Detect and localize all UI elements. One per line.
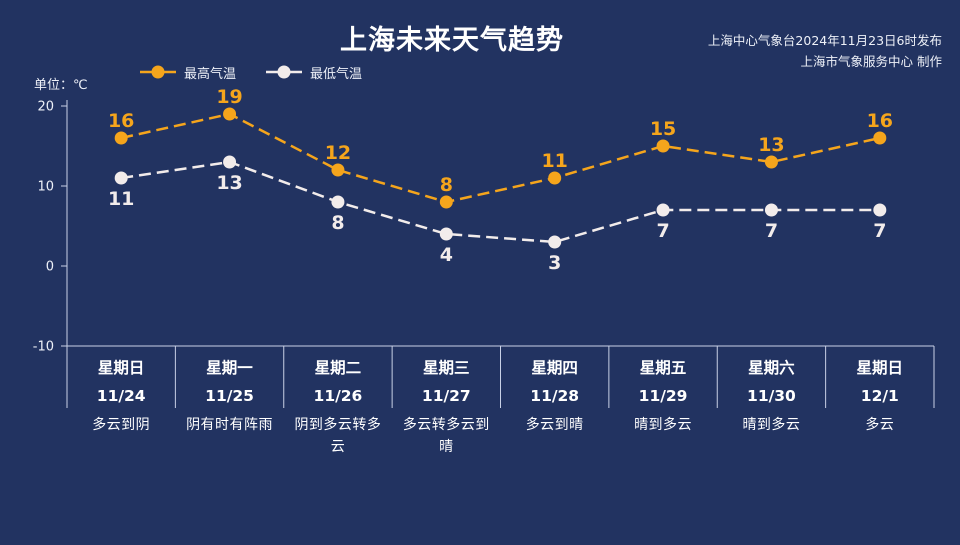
low-temp-label: 8	[331, 212, 344, 234]
date-label: 11/30	[747, 387, 796, 405]
legend-item-low: 最低气温	[266, 62, 362, 82]
date-label: 11/26	[313, 387, 363, 405]
high-temp-point	[764, 155, 778, 169]
low-temp-label: 13	[216, 172, 242, 194]
weather-label: 多云到晴	[525, 417, 584, 433]
high-temp-label: 16	[108, 110, 134, 132]
weather-label: 阴到多云转多云	[294, 417, 382, 455]
legend-item-high: 最高气温	[140, 62, 236, 82]
high-temp-point	[439, 195, 453, 209]
high-temp-label: 13	[758, 134, 784, 156]
high-temp-label: 19	[216, 86, 242, 108]
high-temp-label: 12	[325, 142, 351, 164]
legend-marker-high	[140, 65, 176, 79]
low-temp-point	[331, 195, 345, 209]
legend-marker-low	[266, 65, 303, 79]
weather-label: 多云	[865, 417, 895, 433]
high-temp-point	[548, 171, 562, 185]
page-title: 上海未来天气趋势	[340, 25, 564, 56]
weekday-label: 星期一	[206, 359, 253, 377]
low-temp-point	[439, 227, 453, 241]
unit-label: 单位：℃	[34, 78, 88, 93]
low-temp-label: 7	[765, 220, 778, 242]
weekday-label: 星期六	[748, 359, 795, 377]
low-temp-point	[873, 203, 887, 217]
low-temp-label: 7	[656, 220, 669, 242]
low-temp-point	[764, 203, 778, 217]
weather-label: 多云到阴	[92, 417, 151, 433]
source-info: 上海中心气象台2024年11月23日6时发布 上海市气象服务中心 制作	[642, 30, 942, 72]
low-temp-label: 7	[873, 220, 886, 242]
low-temp-label: 3	[548, 252, 561, 274]
y-tick-label: 0	[46, 260, 54, 275]
date-label: 11/27	[421, 387, 471, 405]
y-tick-label: 10	[37, 180, 54, 195]
low-temp-point	[548, 235, 562, 249]
weekday-label: 星期三	[423, 359, 470, 377]
y-tick-label: 20	[37, 100, 54, 115]
high-temp-point	[223, 107, 237, 121]
high-temp-point	[873, 131, 887, 145]
high-temp-line	[120, 112, 881, 204]
low-temp-point	[656, 203, 670, 217]
low-temp-point	[223, 155, 237, 169]
weekday-label: 星期二	[314, 359, 362, 377]
legend-label-high: 最高气温	[184, 66, 237, 82]
high-temp-label: 16	[867, 110, 893, 132]
low-temp-label: 11	[108, 188, 134, 210]
date-label: 11/25	[205, 387, 254, 405]
date-label: 11/29	[638, 387, 688, 405]
legend-label-low: 最低气温	[310, 66, 363, 82]
weekday-label: 星期五	[639, 359, 687, 377]
high-temp-label: 8	[440, 174, 453, 196]
low-temp-point	[114, 171, 128, 185]
date-label: 11/24	[96, 387, 146, 405]
weekday-label: 星期日	[97, 359, 145, 377]
high-temp-point	[656, 139, 670, 153]
weekday-label: 星期日	[856, 359, 904, 377]
high-temp-point	[331, 163, 345, 177]
low-temp-label: 4	[440, 244, 453, 266]
date-label: 11/28	[530, 387, 580, 405]
weather-label: 晴到多云	[634, 417, 693, 433]
legend: 最高气温 最低气温	[140, 62, 392, 82]
weather-label: 晴到多云	[742, 417, 801, 433]
low-temp-line	[121, 160, 880, 244]
weather-label: 阴有时有阵雨	[186, 417, 274, 433]
y-tick-label: -10	[33, 340, 54, 355]
high-temp-point	[114, 131, 128, 145]
high-temp-label: 15	[650, 118, 676, 140]
source-line-1: 上海中心气象台2024年11月23日6时发布	[707, 33, 942, 48]
source-line-2: 上海市气象服务中心 制作	[800, 54, 942, 69]
weather-label: 多云转多云到晴	[402, 417, 490, 455]
date-label: 12/1	[860, 387, 899, 405]
weekday-label: 星期四	[531, 359, 578, 377]
high-temp-label: 11	[541, 150, 567, 172]
